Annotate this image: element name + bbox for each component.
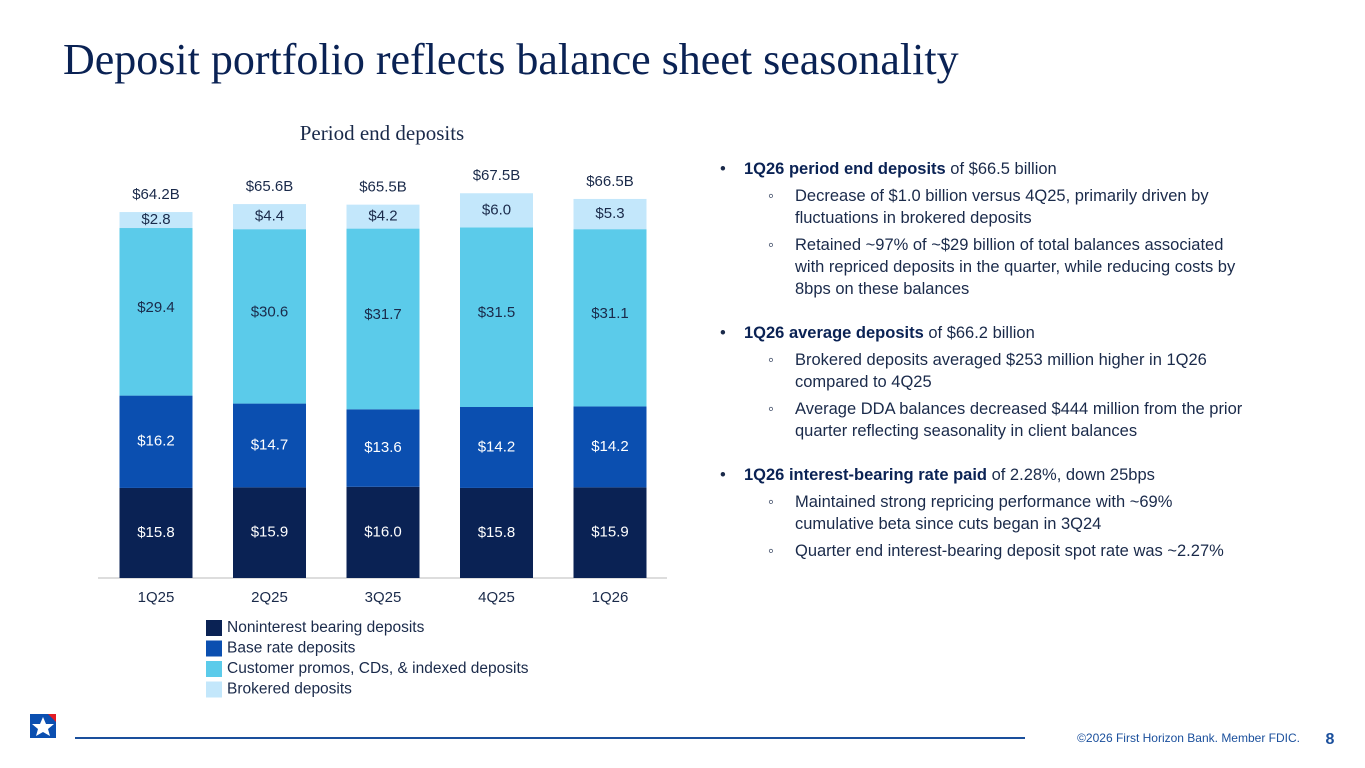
bullet: 1Q26 average deposits of $66.2 billion Br… [720,322,1290,442]
sub-bullet: Maintained strong repricing performance … [744,491,1250,535]
value-label: $15.9 [251,524,289,541]
value-label: $30.6 [251,303,289,320]
bar-segment [119,228,193,396]
value-label: $14.7 [251,436,289,453]
sub-bullet-text: Maintained strong repricing performance … [795,493,1173,533]
sub-bullet: Decrease of $1.0 billion versus 4Q25, pr… [744,185,1250,229]
bullet-lead: 1Q26 interest-bearing rate paid [744,466,987,484]
bar-segment [346,204,420,229]
sub-bullet: Retained ~97% of ~$29 billion of total b… [744,234,1250,300]
bar-segment [119,212,193,229]
bar-segment [233,204,306,230]
sub-bullet-text: Quarter end interest-bearing deposit spo… [795,542,1224,560]
value-label: $13.6 [364,439,402,456]
bar-segment [119,487,193,578]
sub-bullet-text: Decrease of $1.0 billion versus 4Q25, pr… [795,187,1209,227]
bullet-lead: 1Q26 period end deposits [744,160,946,178]
bullet-list: 1Q26 period end deposits of $66.5 billio… [720,158,1290,584]
bar-segment [460,407,533,488]
slide-title: Deposit portfolio reflects balance sheet… [63,35,959,84]
bar-segment [460,193,533,228]
value-label: $15.9 [591,524,629,541]
bar-segment [573,198,647,230]
sub-bullet-text: Retained ~97% of ~$29 billion of total b… [795,236,1236,298]
bar-segment [573,229,647,407]
value-label: $29.4 [137,299,175,316]
bar-segment [233,487,306,578]
value-label: $31.5 [478,304,516,321]
total-label: $67.5B [473,167,521,184]
bullet-text: of $66.5 billion [945,160,1057,178]
value-label: $31.7 [364,306,402,323]
value-label: $31.1 [591,305,629,322]
legend-label: Noninterest bearing deposits [227,619,425,636]
bullet: 1Q26 interest-bearing rate paid of 2.28%… [720,464,1290,562]
legend-label: Base rate deposits [227,640,356,657]
value-label: $5.3 [595,205,624,222]
x-tick-label: 1Q26 [592,589,629,606]
total-label: $65.6B [246,178,294,195]
value-label: $16.2 [137,433,175,450]
chart-title: Period end deposits [300,121,464,145]
footer-text: ©2026 First Horizon Bank. Member FDIC. [1077,731,1300,745]
bar-segment [460,487,533,578]
value-label: $2.8 [141,211,170,228]
legend-swatch [206,661,222,677]
x-tick-label: 2Q25 [251,589,288,606]
sub-bullet: Quarter end interest-bearing deposit spo… [744,540,1250,562]
legend-swatch [206,620,222,636]
bullet-text: of 2.28%, down 25bps [987,466,1155,484]
bullet-text: of $66.2 billion [923,324,1035,342]
bar-segment [233,229,306,404]
x-tick-label: 4Q25 [478,589,515,606]
value-label: $4.2 [368,208,397,225]
total-label: $64.2B [132,186,180,203]
bar-segment [119,395,193,488]
legend-swatch [206,681,222,698]
bar-segment [346,228,420,410]
page-number: 8 [1326,731,1335,748]
bar-segment [460,227,533,407]
value-label: $15.8 [478,524,516,541]
x-tick-label: 1Q25 [138,589,175,606]
bar-segment [346,409,420,487]
value-label: $14.2 [478,438,516,455]
x-tick-label: 3Q25 [365,589,402,606]
total-label: $66.5B [586,173,634,190]
sub-bullet-text: Average DDA balances decreased $444 mill… [795,400,1243,440]
sub-bullet: Average DDA balances decreased $444 mill… [744,398,1250,442]
logo [30,714,56,738]
bullet: 1Q26 period end deposits of $66.5 billio… [720,158,1290,300]
bar-segment [573,406,647,488]
legend-label: Customer promos, CDs, & indexed deposits [227,660,529,677]
bar-segment [573,487,647,578]
bullet-lead: 1Q26 average deposits [744,324,924,342]
legend-swatch [206,640,222,657]
total-label: $65.5B [359,179,407,196]
legend-label: Brokered deposits [227,681,352,698]
sub-bullet-text: Brokered deposits averaged $253 million … [795,351,1207,391]
value-label: $16.0 [364,523,402,540]
value-label: $6.0 [482,201,511,218]
bar-segment [346,486,420,578]
value-label: $4.4 [255,208,284,225]
value-label: $14.2 [591,438,629,455]
bar-segment [233,403,306,488]
sub-bullet: Brokered deposits averaged $253 million … [744,349,1250,393]
value-label: $15.8 [137,524,175,541]
